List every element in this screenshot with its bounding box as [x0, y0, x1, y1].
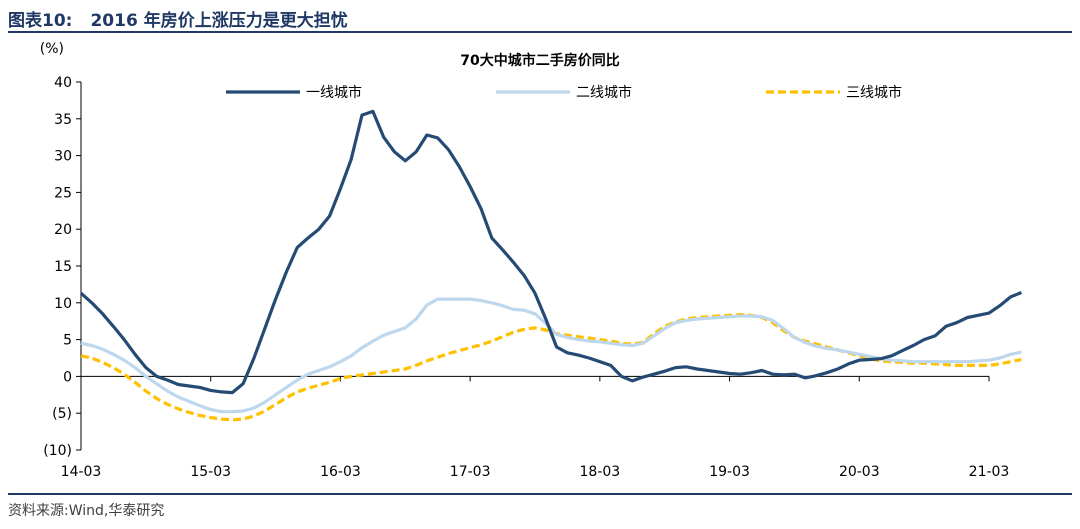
y-tick-label: 15	[54, 259, 72, 275]
y-tick-label: 25	[54, 185, 72, 201]
y-tick-label: 5	[63, 333, 72, 349]
series-layer	[79, 109, 1023, 422]
figure-number: 图表10:	[8, 11, 73, 31]
y-tick-label: 30	[54, 149, 72, 165]
legend: 一线城市 二线城市 三线城市	[226, 84, 902, 101]
figure-header: 图表10: 2016 年房价上涨压力是更大担忧	[8, 4, 1072, 34]
series-line-3	[80, 313, 1022, 422]
x-tick-label: 21-03	[969, 464, 1010, 480]
line-chart: 70大中城市二手房价同比 (%) (10) (5) 0 5 10 15 20 25 30 35 40…	[40, 41, 1023, 480]
x-tick-label: 18-03	[580, 464, 621, 480]
series-line-1	[79, 109, 1023, 395]
x-tick-label: 15-03	[190, 464, 231, 480]
x-tick-label: 16-03	[320, 464, 361, 480]
x-tick-label: 20-03	[839, 464, 880, 480]
y-axis-label: (%)	[40, 41, 64, 57]
figure-title-text: 2016 年房价上涨压力是更大担忧	[90, 11, 348, 31]
y-tick-label: (5)	[52, 406, 72, 422]
footer-rule	[8, 493, 1072, 495]
y-tick-label: (10)	[43, 443, 72, 459]
y-tick-label: 10	[54, 296, 72, 312]
x-tick-label: 19-03	[709, 464, 750, 480]
x-tick-label: 14-03	[61, 464, 102, 480]
y-tick-label: 20	[54, 222, 72, 238]
legend-label-3: 三线城市	[846, 84, 902, 101]
y-tick-label: 40	[54, 75, 72, 91]
x-tick-label: 17-03	[450, 464, 491, 480]
figure-title: 图表10: 2016 年房价上涨压力是更大担忧	[8, 6, 348, 31]
header-rule	[8, 31, 1072, 33]
axes: (10) (5) 0 5 10 15 20 25 30 35 40 14-03 15-03 16-03 17…	[43, 75, 1009, 480]
source-note: 资料来源:Wind,华泰研究	[8, 503, 165, 519]
y-tick-label: 0	[63, 369, 72, 385]
chart-title: 70大中城市二手房价同比	[460, 52, 619, 69]
legend-label-2: 二线城市	[576, 84, 632, 101]
legend-label-1: 一线城市	[306, 84, 362, 101]
series-line-2	[80, 297, 1022, 414]
y-tick-label: 35	[54, 112, 72, 128]
